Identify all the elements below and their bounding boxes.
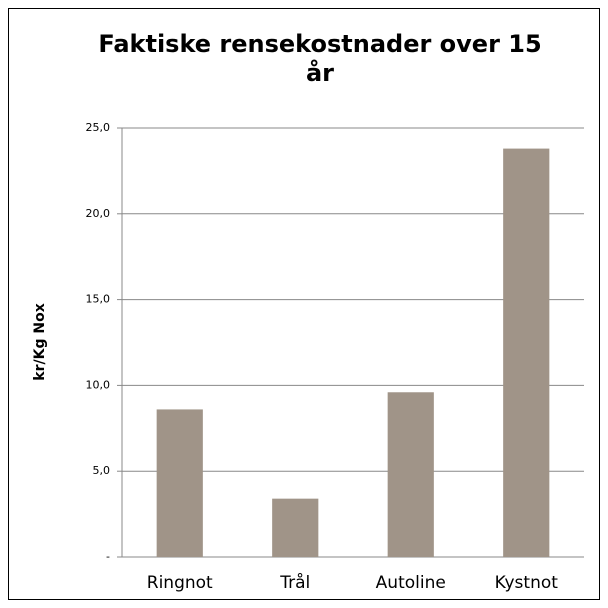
bar [272,498,319,557]
bar [156,409,203,557]
bar [503,148,550,558]
chart-border [8,8,600,600]
x-tick-label: Kystnot [495,573,559,593]
y-tick-label: - [106,550,110,563]
chart-title: Faktiske rensekostnader over 15 år [98,30,542,87]
y-axis-label: kr/Kg Nox [32,303,48,380]
bar [387,392,434,557]
x-tick-label: Autoline [376,573,446,593]
x-tick-label: Trål [279,572,310,593]
y-tick-label: 15,0 [86,293,111,306]
y-tick-label: 5,0 [93,464,111,477]
y-tick-label: 10,0 [86,378,111,391]
y-tick-label: 25,0 [86,121,111,134]
y-tick-label: 20,0 [86,207,111,220]
x-tick-label: Ringnot [147,573,213,593]
